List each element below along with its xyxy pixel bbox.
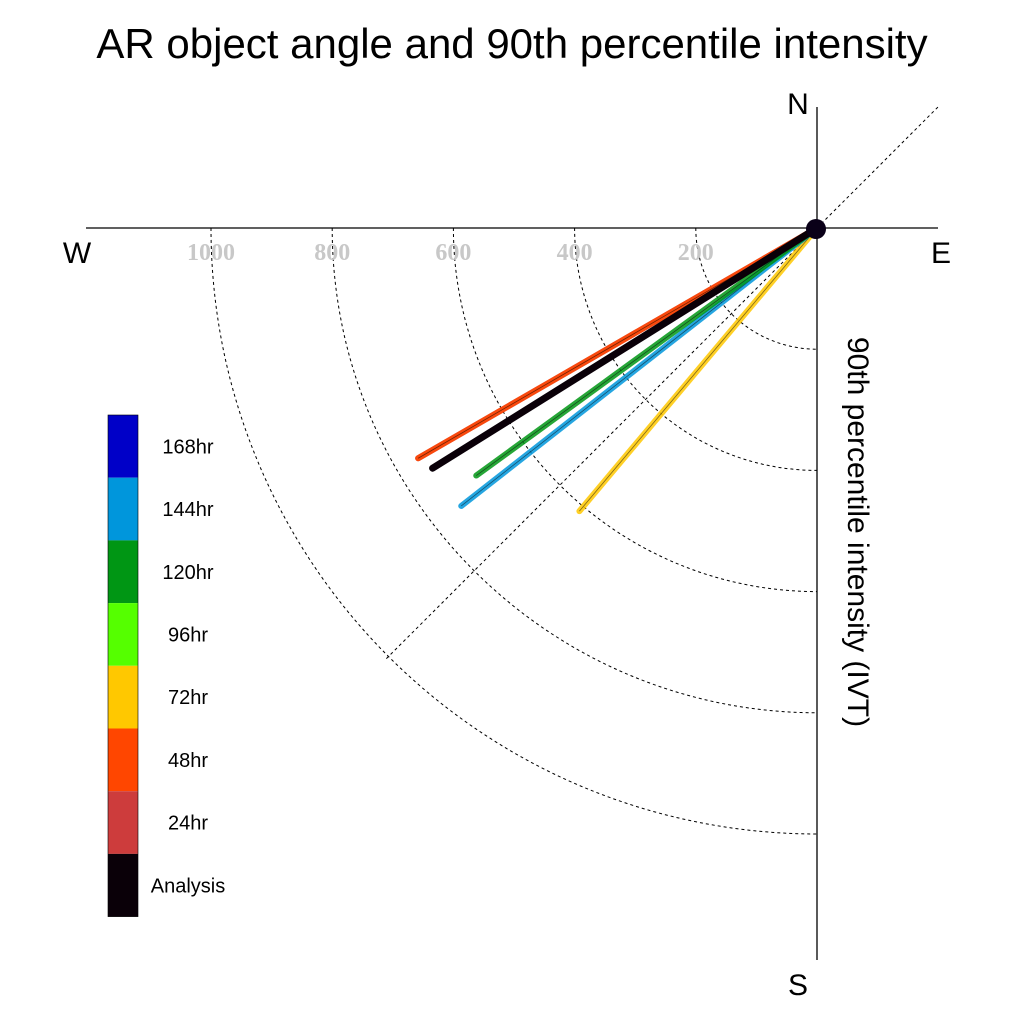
- legend-label: Analysis: [151, 875, 225, 897]
- legend-label: 144hr: [162, 499, 213, 521]
- chart-title: AR object angle and 90th percentile inte…: [96, 20, 927, 67]
- legend-label: 24hr: [168, 813, 208, 835]
- legend-swatch-120hr: [108, 540, 138, 604]
- vector-line-analysis: [429, 224, 821, 472]
- legend-label: 120hr: [162, 562, 213, 584]
- compass-w-label: W: [63, 237, 92, 270]
- radial-grid-ring: [210, 227, 818, 835]
- legend-label: 72hr: [168, 687, 208, 709]
- radial-grid: [210, 227, 818, 835]
- legend-frame: [107, 414, 139, 917]
- compass-s-label: S: [788, 969, 808, 1002]
- origin-marker: [806, 219, 826, 239]
- radial-tick-label: 800: [314, 240, 350, 266]
- legend-label: 168hr: [162, 436, 213, 458]
- radial-grid-ring: [695, 227, 818, 350]
- radial-tick-labels: 200 400 600 800 1000: [187, 240, 714, 266]
- legend-label: 96hr: [168, 624, 208, 646]
- legend-swatch-72hr: [108, 665, 138, 729]
- vector-core-72hr: [579, 227, 818, 512]
- radial-tick-label: 400: [557, 240, 593, 266]
- legend-swatch-24hr: [108, 791, 138, 854]
- color-legend: 168hr 144hr 120hr 96hr 72hr 48hr 24hr Analysis: [107, 414, 225, 917]
- legend-label: 48hr: [168, 750, 208, 772]
- radial-tick-label: 200: [678, 240, 714, 266]
- radial-grid-ring: [452, 227, 818, 593]
- radial-tick-label: 1000: [187, 240, 235, 266]
- legend-swatch-48hr: [108, 728, 138, 792]
- radial-grid-ring: [574, 227, 818, 471]
- compass-n-label: N: [787, 88, 809, 121]
- vector-core-120hr: [476, 227, 818, 476]
- vector-lines: [415, 224, 821, 515]
- radial-axis-label: 90th percentile intensity (IVT): [841, 337, 874, 727]
- compass-e-label: E: [931, 237, 951, 270]
- radial-tick-label: 600: [435, 240, 471, 266]
- radial-grid-ring: [331, 227, 818, 714]
- ne-diagonal: [816, 104, 941, 229]
- legend-swatch-96hr: [108, 603, 138, 666]
- legend-swatch-168hr: [108, 415, 138, 478]
- legend-swatch-144hr: [108, 477, 138, 541]
- legend-swatch-analysis: [108, 853, 138, 917]
- sw-diagonal: [384, 227, 818, 661]
